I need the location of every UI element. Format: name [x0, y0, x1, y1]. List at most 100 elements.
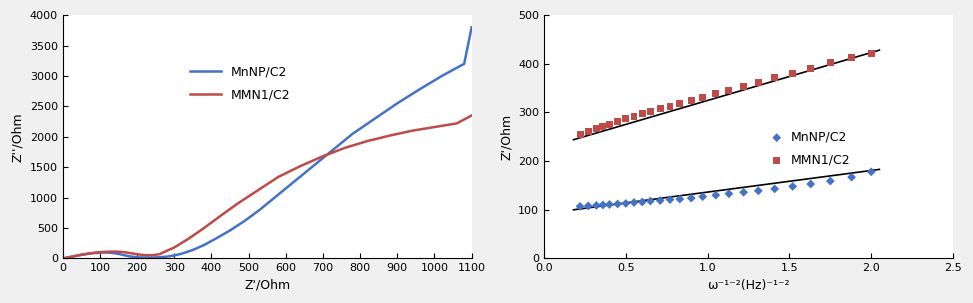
MnNP/C2 [254, 208, 266, 211]
MMN1/C2 [362, 139, 374, 143]
MMN1/C2 [466, 114, 478, 117]
MnNP/C2 [198, 243, 210, 247]
MMN1/C2 [595, 124, 611, 128]
MMN1/C2 [250, 190, 262, 193]
MMN1/C2 [721, 88, 737, 92]
MMN1/C2 [618, 116, 633, 121]
MnNP/C2 [785, 184, 801, 189]
MMN1/C2 [708, 91, 724, 96]
MMN1/C2 [317, 155, 329, 158]
MMN1/C2 [183, 237, 195, 240]
MMN1/C2 [581, 129, 596, 134]
MMN1/C2 [213, 215, 225, 219]
MnNP/C2 [138, 256, 150, 259]
MnNP/C2 [209, 237, 221, 241]
MnNP/C2 [803, 181, 818, 186]
MMN1/C2 [138, 253, 150, 257]
MMN1/C2 [803, 66, 818, 71]
MnNP/C2 [72, 254, 84, 258]
MMN1/C2 [750, 80, 766, 85]
MnNP/C2 [672, 197, 688, 201]
MMN1/C2 [154, 252, 165, 256]
MnNP/C2 [589, 203, 604, 208]
MMN1/C2 [450, 122, 462, 125]
MnNP/C2 [663, 197, 678, 202]
MnNP/C2 [572, 204, 588, 209]
MnNP/C2 [56, 257, 68, 260]
MnNP/C2 [187, 248, 198, 252]
MnNP/C2 [595, 202, 611, 207]
MMN1/C2 [232, 202, 243, 205]
MnNP/C2 [767, 186, 782, 191]
MnNP/C2 [146, 256, 158, 259]
MnNP/C2 [83, 252, 94, 255]
MMN1/C2 [785, 71, 801, 75]
MnNP/C2 [863, 169, 879, 174]
MnNP/C2 [683, 196, 699, 201]
MMN1/C2 [97, 250, 109, 254]
MnNP/C2 [721, 191, 737, 196]
MnNP/C2 [601, 202, 617, 207]
MMN1/C2 [124, 251, 135, 255]
MnNP/C2 [131, 255, 143, 259]
MMN1/C2 [113, 250, 125, 254]
MnNP/C2 [466, 25, 478, 29]
MMN1/C2 [75, 253, 87, 257]
MMN1/C2 [663, 104, 678, 108]
MnNP/C2 [653, 198, 668, 203]
MMN1/C2 [56, 257, 68, 260]
MMN1/C2 [384, 134, 396, 137]
MMN1/C2 [105, 250, 117, 253]
MMN1/C2 [64, 255, 76, 259]
MnNP/C2 [306, 165, 317, 169]
MMN1/C2 [736, 84, 751, 88]
Y-axis label: Z'/Ohm: Z'/Ohm [499, 114, 513, 160]
MMN1/C2 [131, 252, 143, 256]
MnNP/C2 [634, 200, 650, 205]
MnNP/C2 [87, 251, 98, 255]
MMN1/C2 [601, 122, 617, 127]
MMN1/C2 [634, 112, 650, 116]
MnNP/C2 [75, 253, 87, 257]
MnNP/C2 [68, 255, 80, 258]
MMN1/C2 [683, 98, 699, 103]
MnNP/C2 [750, 188, 766, 193]
MnNP/C2 [822, 179, 838, 184]
MMN1/C2 [146, 254, 158, 257]
MMN1/C2 [653, 106, 668, 111]
MMN1/C2 [198, 226, 210, 230]
MMN1/C2 [272, 175, 284, 179]
MMN1/C2 [68, 254, 80, 258]
MnNP/C2 [105, 251, 117, 255]
MnNP/C2 [695, 194, 710, 199]
Legend: MnNP/C2, MMN1/C2: MnNP/C2, MMN1/C2 [184, 59, 297, 108]
MnNP/C2 [287, 181, 299, 184]
MnNP/C2 [325, 150, 337, 154]
MnNP/C2 [101, 251, 113, 255]
MnNP/C2 [458, 62, 470, 66]
MMN1/C2 [589, 126, 604, 131]
MMN1/C2 [695, 95, 710, 100]
X-axis label: Z'/Ohm: Z'/Ohm [244, 279, 290, 292]
MnNP/C2 [79, 252, 90, 256]
MMN1/C2 [83, 252, 94, 255]
MnNP/C2 [90, 251, 102, 255]
MMN1/C2 [90, 251, 102, 255]
Y-axis label: Z''/Ohm: Z''/Ohm [11, 112, 24, 161]
MnNP/C2 [708, 193, 724, 198]
Line: MMN1/C2: MMN1/C2 [62, 115, 472, 258]
MMN1/C2 [642, 109, 658, 114]
MMN1/C2 [407, 129, 418, 132]
MnNP/C2 [64, 255, 76, 259]
MMN1/C2 [87, 251, 98, 255]
MnNP/C2 [610, 201, 626, 206]
Legend: MnNP/C2, MMN1/C2: MnNP/C2, MMN1/C2 [763, 125, 856, 173]
MMN1/C2 [822, 60, 838, 65]
MMN1/C2 [79, 252, 90, 256]
MnNP/C2 [97, 251, 109, 254]
MnNP/C2 [736, 190, 751, 195]
MMN1/C2 [60, 256, 72, 260]
MnNP/C2 [120, 254, 131, 257]
MnNP/C2 [346, 132, 358, 135]
MnNP/C2 [391, 102, 403, 105]
